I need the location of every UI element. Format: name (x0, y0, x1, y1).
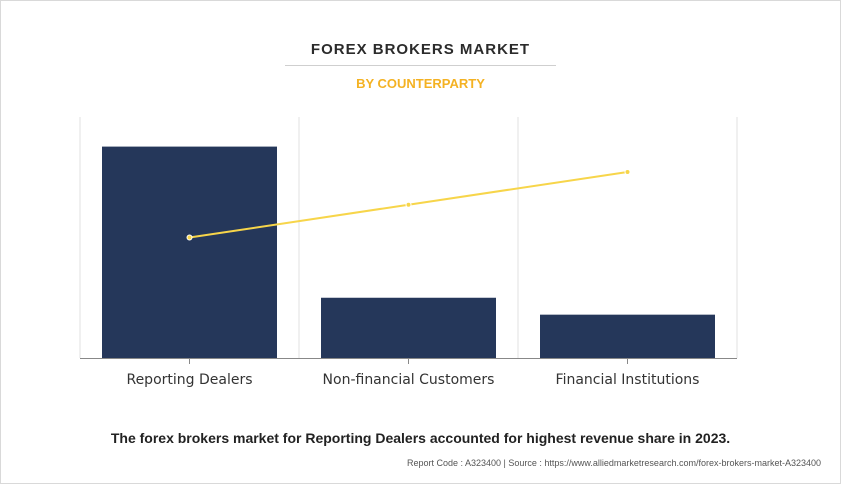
title-divider (285, 65, 556, 66)
trend-point (624, 168, 631, 175)
chart-title: FOREX BROKERS MARKET (310, 41, 531, 58)
trend-point (186, 234, 193, 241)
x-tick-label: Financial Institutions (556, 372, 700, 388)
x-tick-label: Non-financial Customers (323, 372, 495, 388)
chart-plot: Reporting Dealers Non-financial Customers… (79, 117, 738, 388)
chart-subtitle: BY COUNTERPARTY (356, 76, 485, 91)
source-footer: Report Code : A323400 | Source : https:/… (406, 458, 821, 468)
chart-caption: The forex brokers market for Reporting D… (110, 430, 731, 446)
bar (321, 297, 496, 358)
trend-point (405, 201, 412, 208)
x-tick-label: Reporting Dealers (126, 372, 252, 388)
bar (102, 146, 277, 358)
bar (540, 314, 715, 358)
